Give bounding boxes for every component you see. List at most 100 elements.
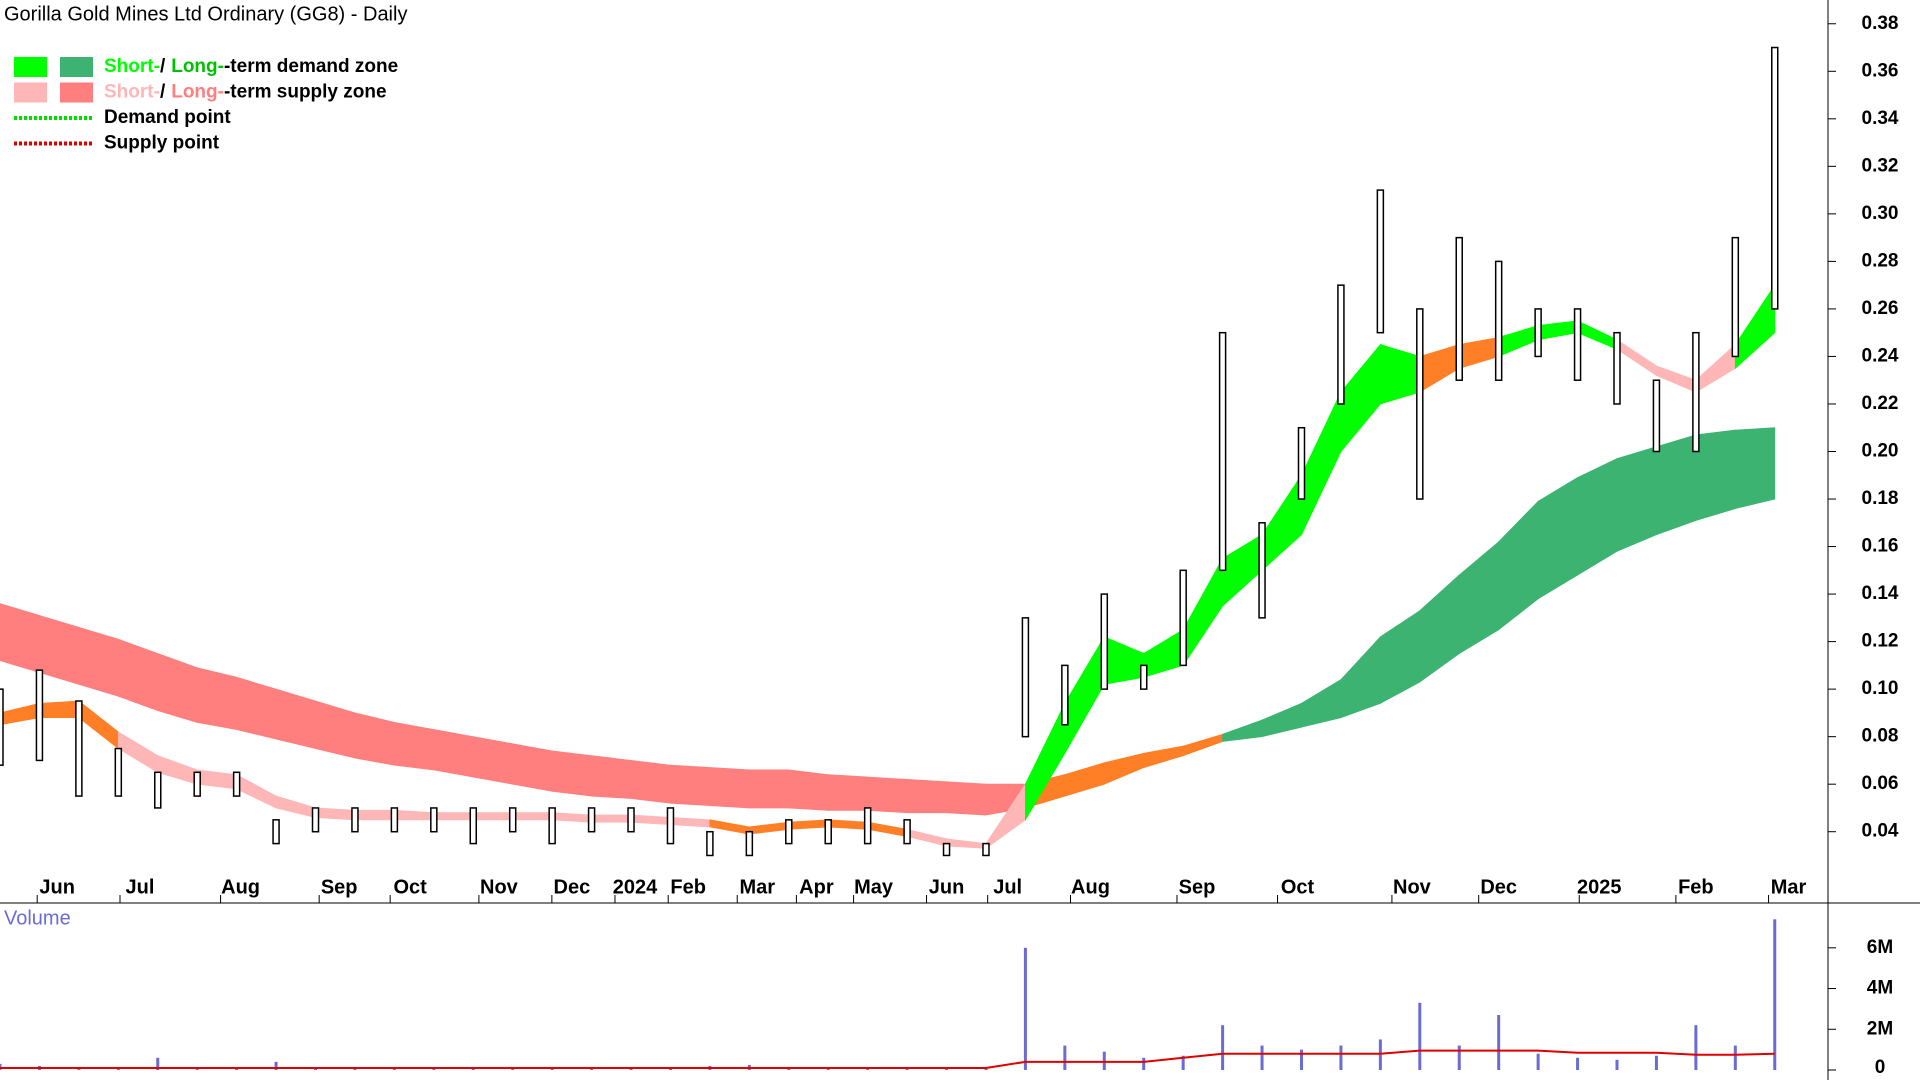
- price-bar: [1376, 189, 1385, 334]
- zone-band: [196, 667, 238, 731]
- volume-bar: [984, 1067, 988, 1070]
- zone-band: [315, 807, 356, 821]
- chart-title: Gorilla Gold Mines Ltd Ordinary (GG8) - …: [4, 3, 407, 25]
- volume-bar: [1615, 1059, 1619, 1070]
- zone-band: [512, 743, 553, 792]
- y-tick-label: 0.20: [1862, 441, 1899, 462]
- zone-band: [354, 712, 395, 766]
- price-bar: [587, 807, 596, 833]
- x-tick-label: Oct: [393, 876, 427, 898]
- volume-bar: [511, 1067, 515, 1070]
- price-bar: [1297, 426, 1306, 500]
- y-tick-label: 6M: [1867, 937, 1893, 958]
- price-bar: [1021, 617, 1030, 738]
- zone-band: [748, 769, 790, 809]
- legend-text: /: [160, 82, 166, 103]
- volume-bar: [314, 1067, 318, 1070]
- x-tick-label: Dec: [554, 876, 591, 898]
- volume-bar: [1418, 1002, 1422, 1070]
- x-tick-label: Nov: [480, 876, 519, 898]
- legend-text: Short-: [104, 82, 160, 103]
- volume-bar: [1457, 1045, 1461, 1070]
- y-tick-label: 0.34: [1862, 108, 1899, 129]
- y-tick-label: 0.26: [1862, 298, 1899, 319]
- volume-bar: [1576, 1057, 1580, 1070]
- price-bar: [1179, 569, 1187, 667]
- zone-band: [1734, 427, 1776, 510]
- price-bar: [1534, 308, 1542, 358]
- legend-label: Short-/Long--term supply zone: [104, 82, 387, 103]
- x-tick-label: Mar: [739, 876, 775, 898]
- x-tick-label: Nov: [1393, 876, 1432, 898]
- y-tick-label: 0.06: [1862, 773, 1899, 794]
- x-tick-label: Oct: [1281, 876, 1315, 898]
- price-bar: [1061, 664, 1069, 726]
- legend-text: Supply point: [104, 133, 220, 154]
- volume-bar: [945, 1067, 949, 1070]
- volume-bar: [866, 1067, 870, 1070]
- zone-band: [670, 764, 711, 806]
- x-tick-label: Apr: [799, 876, 834, 898]
- legend-text: Long-: [171, 56, 224, 77]
- price-bar: [351, 807, 359, 833]
- price-bar: [785, 819, 793, 845]
- price-bar: [430, 807, 438, 833]
- price-bar: [863, 807, 872, 845]
- zone-band: [827, 774, 869, 811]
- volume-bar: [1654, 1055, 1658, 1070]
- volume-bar: [195, 1067, 199, 1070]
- price-bar: [942, 842, 951, 857]
- zone-band: [472, 812, 514, 821]
- x-tick-label: Sep: [1179, 876, 1216, 898]
- zone-band: [630, 759, 671, 804]
- x-tick-label: Dec: [1480, 876, 1517, 898]
- y-tick-label: 0.38: [1862, 13, 1899, 34]
- legend-label: Demand point: [104, 107, 231, 128]
- zone-band: [906, 779, 947, 814]
- zone-band: [946, 781, 987, 816]
- volume-bar: [590, 1067, 594, 1070]
- volume-bar: [1694, 1025, 1698, 1070]
- price-bar: [272, 819, 280, 845]
- x-tick-label: 2024: [613, 876, 658, 898]
- legend-text: Long-: [171, 82, 224, 103]
- price-bar: [548, 807, 556, 845]
- legend-swatch: [14, 57, 47, 77]
- y-tick-label: 0.08: [1862, 726, 1899, 747]
- price-bar: [469, 807, 478, 845]
- price-bar: [35, 669, 44, 762]
- y-tick-label: 0.14: [1862, 583, 1899, 604]
- y-tick-label: 0: [1875, 1057, 1886, 1078]
- price-bar: [508, 807, 517, 833]
- price-bar: [1494, 260, 1503, 381]
- zone-band: [39, 614, 80, 685]
- price-bar: [627, 807, 635, 833]
- legend-text: Demand point: [104, 107, 231, 128]
- zone-band: [591, 814, 632, 823]
- zone-band: [78, 626, 119, 697]
- price-bar: [666, 807, 675, 845]
- zone-band: [709, 767, 750, 809]
- y-tick-label: 0.28: [1862, 250, 1899, 271]
- volume-bar: [274, 1061, 278, 1070]
- zone-band: [1656, 434, 1697, 536]
- price-bar: [390, 807, 399, 833]
- y-tick-label: 0.24: [1862, 345, 1899, 366]
- legend-text: -term supply zone: [224, 82, 387, 103]
- price-bar: [745, 830, 754, 857]
- price-bar: [824, 819, 832, 845]
- volume-bar: [353, 1067, 357, 1070]
- y-tick-label: 0.04: [1862, 821, 1899, 842]
- zone-band: [1616, 446, 1657, 552]
- volume-bar: [826, 1067, 830, 1070]
- price-bar: [1613, 331, 1621, 405]
- volume-bar: [392, 1067, 396, 1070]
- zone-band: [472, 736, 514, 785]
- volume-bar: [1378, 1039, 1382, 1070]
- volume-bar: [1536, 1053, 1540, 1070]
- x-tick-label: Aug: [221, 876, 260, 898]
- price-bar: [311, 807, 320, 833]
- price-bar: [903, 819, 911, 845]
